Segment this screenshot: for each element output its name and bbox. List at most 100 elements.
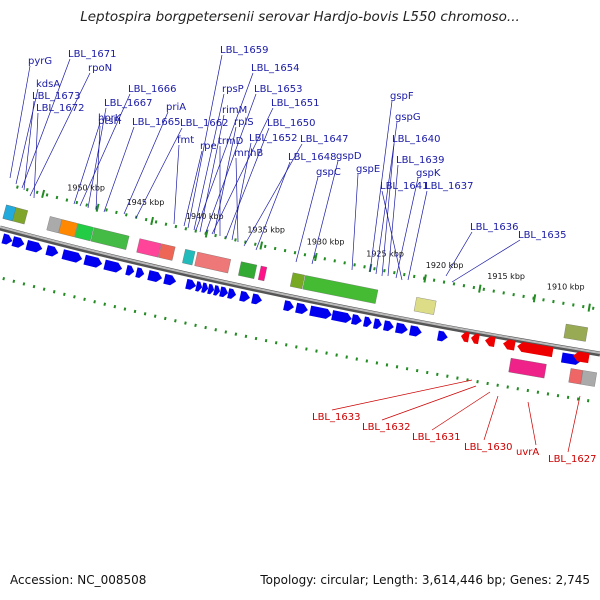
tick-dot <box>412 274 416 279</box>
scale-label: 1920 kbp <box>426 261 464 270</box>
tick-dot <box>174 224 178 229</box>
inner-tick-row <box>2 276 590 403</box>
tick-dot <box>552 299 555 304</box>
forward-cds-arrow <box>45 245 59 257</box>
feature-band <box>289 272 305 290</box>
forward-gene-label: LBL_1667 <box>104 98 152 109</box>
tick-dot <box>442 280 446 284</box>
tick-dot <box>184 227 188 231</box>
tick-dot <box>254 336 258 341</box>
tick-dot <box>264 338 268 343</box>
tick-dot <box>335 353 338 357</box>
scale-label: 1945 kbp <box>127 198 165 207</box>
tick-dot <box>113 304 117 309</box>
leader-line <box>407 190 428 281</box>
tick-dot <box>194 323 197 328</box>
forward-gene-label: LBL_1662 <box>180 118 228 129</box>
tick-dot <box>73 295 76 299</box>
leader-line <box>33 112 39 199</box>
tick-dot <box>405 367 409 371</box>
tick-dot <box>65 198 69 202</box>
leader-line <box>567 395 581 453</box>
forward-gene-label: LBL_1648 <box>288 152 336 163</box>
feature-band <box>257 265 268 282</box>
forward-cds-arrow <box>331 310 352 323</box>
genome-summary-text: Topology: circular; Length: 3,614,446 bp… <box>260 573 590 587</box>
forward-cds-arrow <box>395 322 408 334</box>
tick-dot <box>472 285 476 290</box>
forward-cds-arrow <box>125 264 135 276</box>
tick-dot <box>63 292 66 296</box>
forward-cds-arrow <box>1 233 13 245</box>
forward-gene-label: mnhB <box>234 148 263 159</box>
leader-line <box>311 160 339 265</box>
forward-gene-label: gspD <box>336 151 362 162</box>
tick-dot <box>582 304 585 309</box>
leader-line <box>199 114 225 233</box>
forward-gene-label: LBL_1665 <box>132 117 180 128</box>
leader-line <box>23 100 35 191</box>
tick-dot <box>263 244 267 249</box>
forward-gene-label: LBL_1637 <box>425 181 473 192</box>
feature-band <box>158 243 176 261</box>
forward-cds-arrow <box>201 282 209 293</box>
reverse-cds-arrow <box>503 339 516 351</box>
tick-dot <box>125 213 128 217</box>
tick-dot <box>462 284 466 288</box>
reverse-gene-label: LBL_1630 <box>464 442 512 453</box>
feature-band <box>563 323 588 342</box>
tick-dot <box>143 312 147 316</box>
feature-band <box>413 297 437 315</box>
forward-gene-label: LBL_1671 <box>68 49 116 60</box>
forward-gene-label: rpoN <box>88 63 112 74</box>
tick-dot <box>333 259 337 263</box>
tick-dot <box>425 370 429 375</box>
tick-dot <box>486 381 489 386</box>
tick-dot <box>83 297 86 302</box>
tick-dot <box>496 383 499 387</box>
feature-band <box>238 261 258 279</box>
leader-line <box>79 93 131 207</box>
tick-dot <box>383 269 386 273</box>
leader-line <box>183 150 203 227</box>
tick-dot <box>85 203 89 207</box>
tick-dot <box>566 395 570 399</box>
feature-band <box>46 216 62 234</box>
leader-line <box>193 93 225 231</box>
tick-dot <box>576 397 580 401</box>
reverse-cds-arrow <box>573 351 590 364</box>
forward-cds-arrow <box>147 270 163 282</box>
forward-gene-label: LBL_1651 <box>271 98 319 109</box>
tick-dot <box>556 394 560 398</box>
major-tick <box>532 294 537 303</box>
major-tick <box>150 216 154 226</box>
leader-line <box>395 177 419 279</box>
leader-line <box>445 231 473 277</box>
tick-dot <box>393 270 396 275</box>
tick-dot <box>295 345 298 349</box>
tick-dot <box>395 365 399 369</box>
reverse-cds-arrow <box>470 333 480 345</box>
reverse-gene-label: LBL_1633 <box>312 412 360 423</box>
tick-dot <box>516 387 520 391</box>
major-tick <box>587 303 591 312</box>
reverse-gene-label: uvrA <box>516 447 539 458</box>
forward-gene-label: LBL_1650 <box>267 118 315 129</box>
reverse-gene-label: LBL_1632 <box>362 422 410 433</box>
tick-dot <box>415 368 419 373</box>
tick-dot <box>432 278 436 282</box>
forward-cds-arrow <box>163 273 177 286</box>
tick-dot <box>234 332 238 336</box>
forward-gene-label: LBL_1673 <box>32 91 80 102</box>
reverse-gene-label: LBL_1631 <box>412 432 460 443</box>
tick-dot <box>303 253 307 257</box>
tick-dot <box>542 298 545 302</box>
tick-dot <box>353 263 356 267</box>
leader-line <box>255 161 291 251</box>
scale-label: 1950 kbp <box>67 183 105 192</box>
tick-dot <box>522 294 525 299</box>
forward-cds-arrow <box>219 286 229 298</box>
tick-dot <box>526 388 530 393</box>
